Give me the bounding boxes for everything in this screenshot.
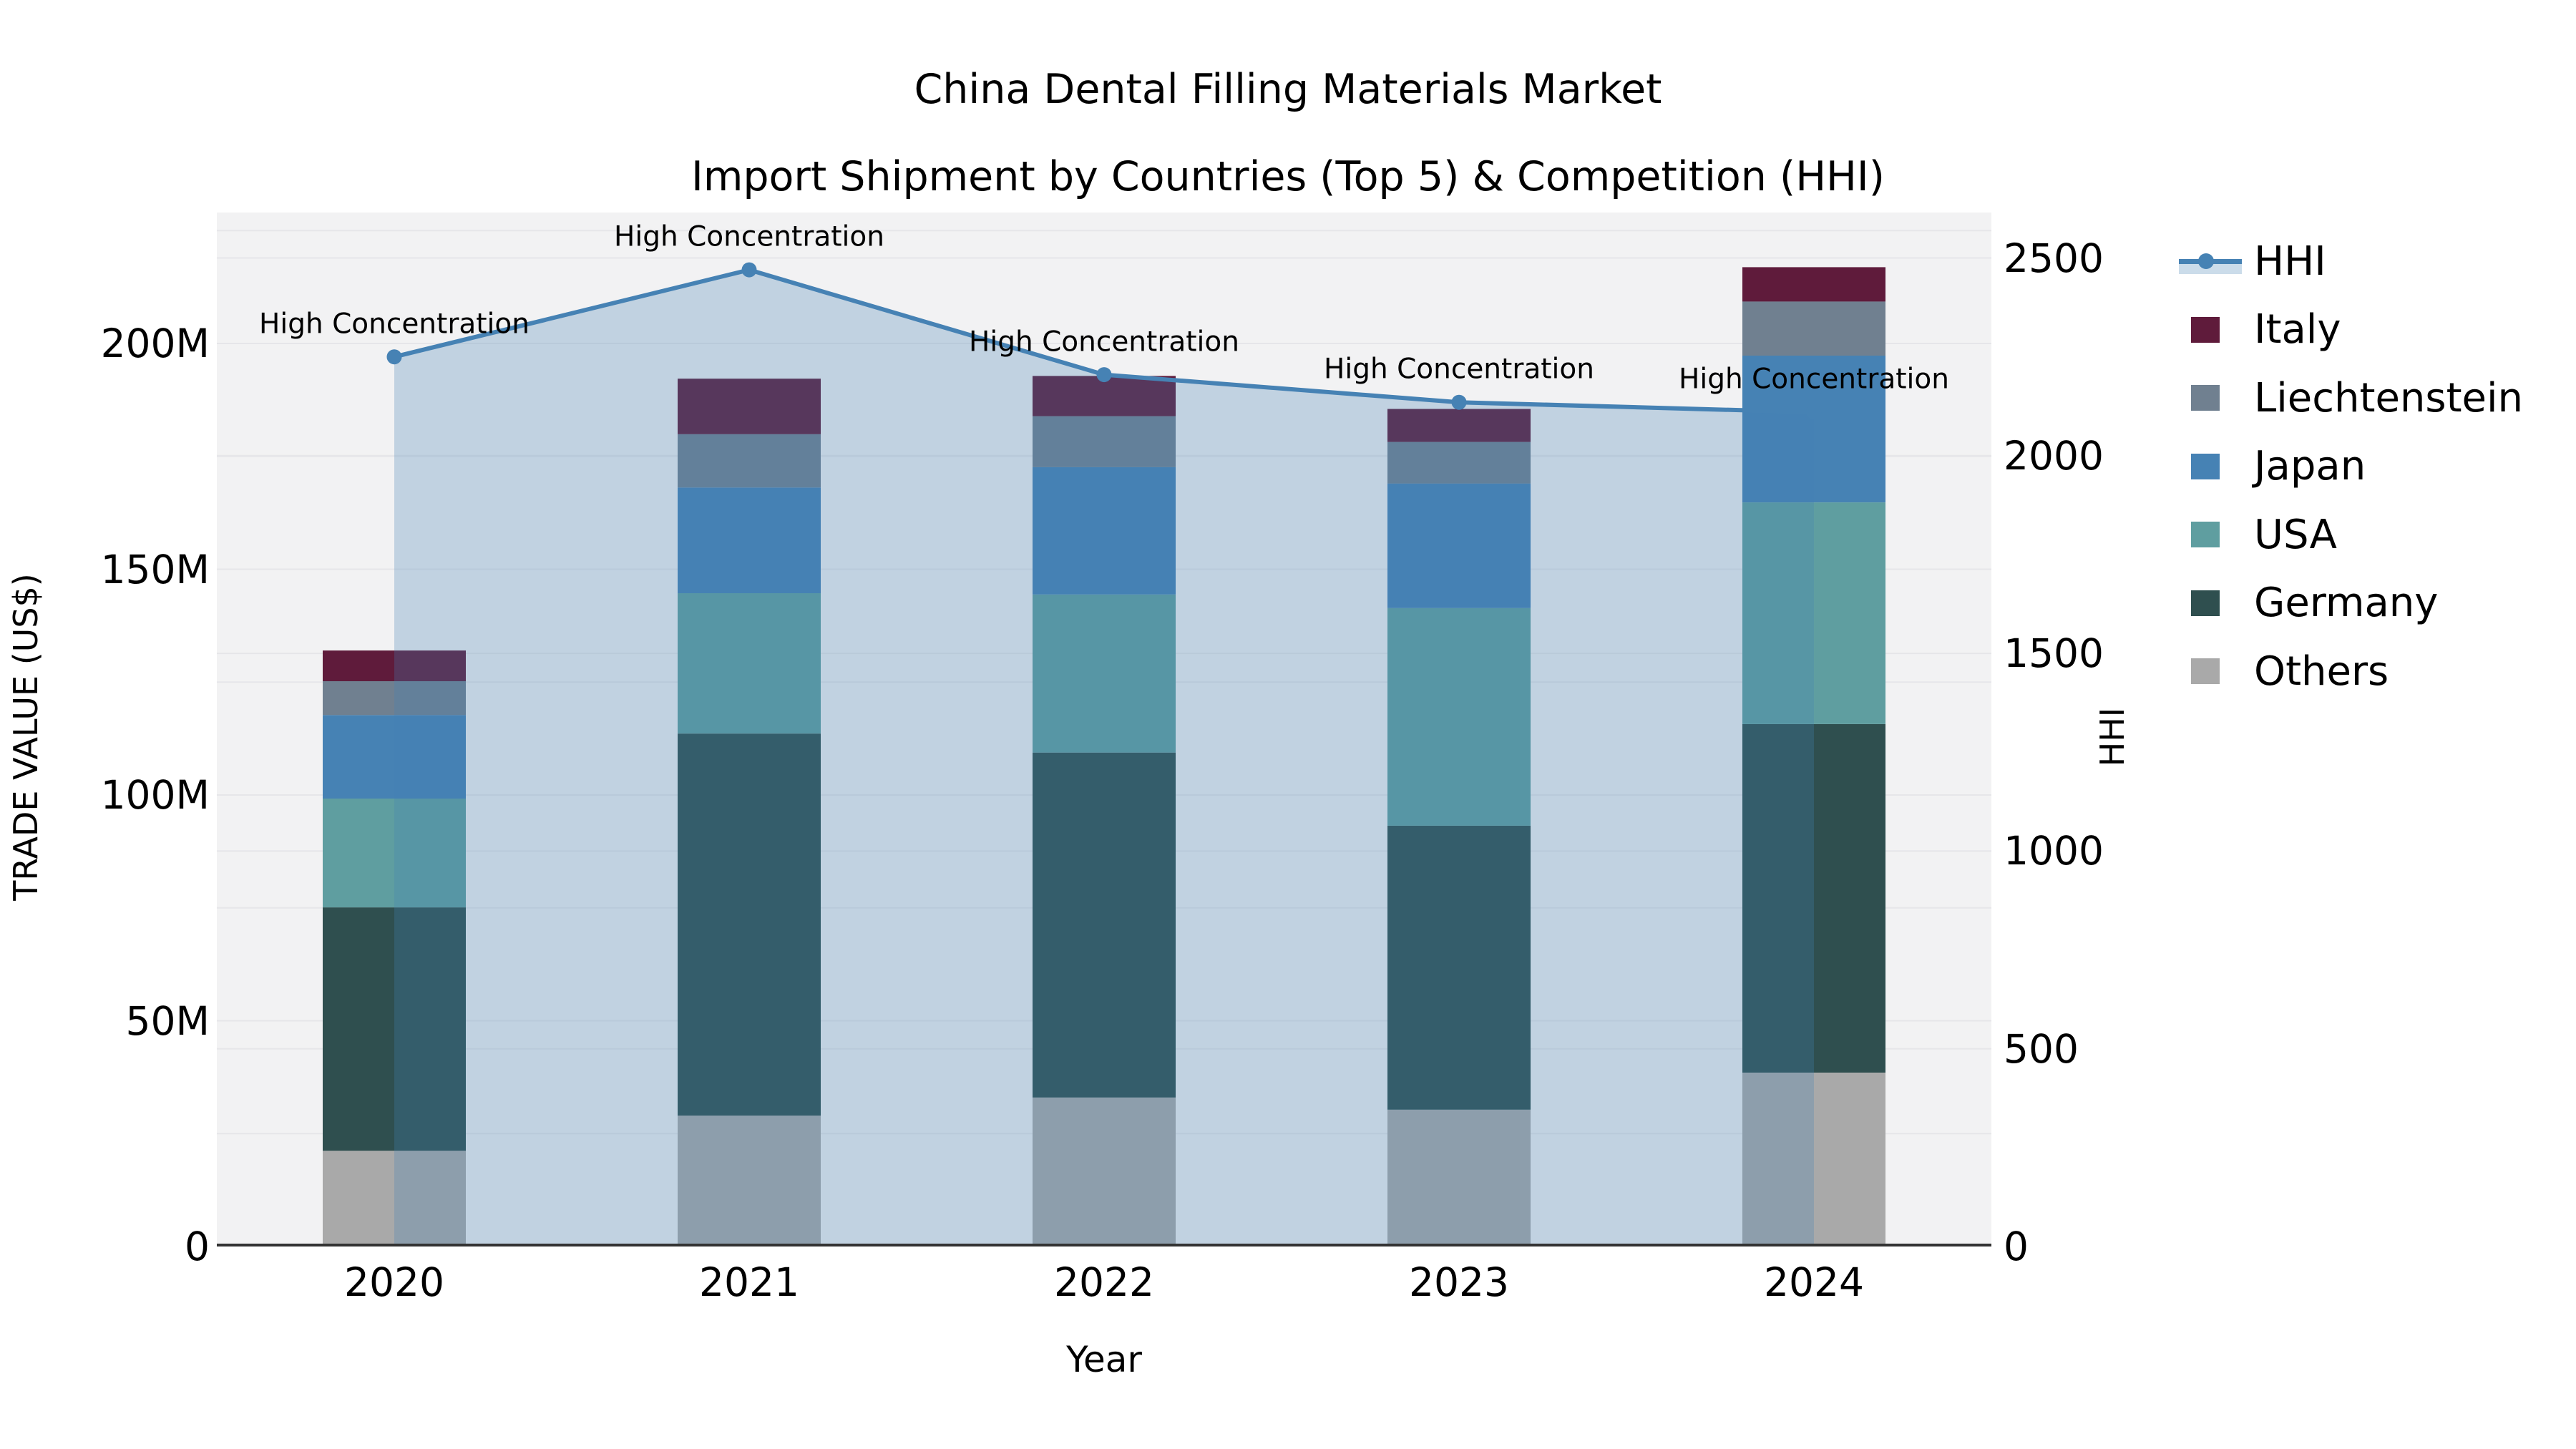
annotation-high-concentration-2021: High Concentration xyxy=(614,220,884,253)
y-right-tick-1000: 1000 xyxy=(2004,828,2104,874)
bar-segment-others-2024 xyxy=(1742,1073,1885,1246)
y-left-tick-200M: 200M xyxy=(100,321,210,366)
x-tick-2020: 2020 xyxy=(344,1259,444,1305)
legend-item-germany: Germany xyxy=(2175,569,2438,638)
y-left-tick-50M: 50M xyxy=(125,997,210,1044)
legend-color-swatch xyxy=(2191,385,2220,411)
annotation-high-concentration-2022: High Concentration xyxy=(969,326,1239,358)
bar-segment-japan-2024 xyxy=(1742,356,1885,503)
hhi-marker-2023 xyxy=(1451,394,1467,410)
legend-color-swatch xyxy=(2191,316,2220,343)
x-axis-label: Year xyxy=(1066,1339,1142,1380)
x-tick-2022: 2022 xyxy=(1054,1259,1154,1305)
chart-title-line2: Import Shipment by Countries (Top 5) & C… xyxy=(691,153,1885,200)
annotation-high-concentration-2020: High Concentration xyxy=(259,308,530,341)
y-axis-right-ticks: 0 500 1000 1500 2000 2500 xyxy=(2004,0,2290,1449)
legend-color-swatch xyxy=(2191,590,2220,616)
bar-segment-italy-2021 xyxy=(678,379,821,434)
bar-segment-japan-2023 xyxy=(1387,483,1531,608)
chart-title: China Dental Filling Materials Market Im… xyxy=(0,46,2576,220)
legend-item-liechtenstein: Liechtenstein xyxy=(2175,364,2523,432)
legend-label: Japan xyxy=(2254,443,2366,489)
legend-hhi-marker-icon xyxy=(2198,253,2214,269)
legend-label: Germany xyxy=(2254,580,2439,626)
y-right-tick-2000: 2000 xyxy=(2004,432,2104,479)
legend-patch-swatch-icon xyxy=(2175,569,2254,638)
bar-segment-others-2020 xyxy=(323,1151,466,1246)
y-left-tick-100M: 100M xyxy=(100,772,210,818)
bar-segment-italy-2020 xyxy=(323,650,466,681)
plot-area: High Concentration High Concentration High… xyxy=(217,213,1991,1246)
x-tick-2021: 2021 xyxy=(699,1259,799,1305)
bar-segment-others-2021 xyxy=(678,1116,821,1246)
bar-segment-others-2023 xyxy=(1387,1109,1531,1246)
bar-segment-usa-2022 xyxy=(1033,594,1176,753)
legend-item-japan: Japan xyxy=(2175,432,2366,501)
legend-label: HHI xyxy=(2254,238,2326,285)
legend-patch-swatch-icon xyxy=(2175,432,2254,501)
y-axis-label-left: TRADE VALUE (US$) xyxy=(6,573,45,901)
hhi-marker-2021 xyxy=(741,262,757,278)
bar-segment-usa-2021 xyxy=(678,592,821,734)
chart-canvas xyxy=(217,230,1991,1246)
legend-label: Others xyxy=(2254,648,2389,695)
hhi-marker-2020 xyxy=(386,349,402,365)
bar-segment-usa-2020 xyxy=(323,799,466,908)
y-axis-left-ticks: 0 50M 100M 150M 200M xyxy=(0,0,210,1449)
hhi-area-fill xyxy=(394,270,1814,1246)
legend-label: USA xyxy=(2254,511,2337,558)
bar-segment-liechtenstein-2021 xyxy=(678,434,821,488)
legend-item-others: Others xyxy=(2175,637,2389,706)
legend-patch-swatch-icon xyxy=(2175,637,2254,706)
legend-label: Liechtenstein xyxy=(2254,374,2524,421)
bar-segment-germany-2021 xyxy=(678,733,821,1116)
y-right-tick-500: 500 xyxy=(2004,1025,2079,1072)
bar-segment-liechtenstein-2023 xyxy=(1387,441,1531,484)
legend-item-italy: Italy xyxy=(2175,296,2341,364)
legend-item-usa: USA xyxy=(2175,500,2337,569)
legend-patch-swatch-icon xyxy=(2175,500,2254,569)
bar-segment-italy-2024 xyxy=(1742,267,1885,302)
legend-patch-swatch-icon xyxy=(2175,364,2254,432)
bar-segment-usa-2024 xyxy=(1742,502,1885,724)
legend-color-swatch xyxy=(2191,453,2220,479)
bar-segment-japan-2020 xyxy=(323,715,466,799)
bar-segment-japan-2022 xyxy=(1033,467,1176,595)
y-left-tick-0: 0 xyxy=(185,1224,210,1269)
bar-segment-germany-2024 xyxy=(1742,723,1885,1073)
bar-segment-usa-2023 xyxy=(1387,608,1531,826)
bar-segment-italy-2022 xyxy=(1033,376,1176,416)
legend-line-swatch-icon xyxy=(2175,227,2254,296)
x-tick-2024: 2024 xyxy=(1764,1259,1864,1305)
legend: HHI Italy Liechtenstein Japan USA Germany Othe… xyxy=(2175,0,2576,1449)
annotation-high-concentration-2023: High Concentration xyxy=(1324,353,1594,386)
bar-segment-others-2022 xyxy=(1033,1097,1176,1246)
y-left-tick-150M: 150M xyxy=(100,546,210,592)
annotation-high-concentration-2024: High Concentration xyxy=(1679,363,1949,396)
bar-segment-japan-2021 xyxy=(678,487,821,593)
bar-segment-liechtenstein-2024 xyxy=(1742,301,1885,356)
y-right-tick-0: 0 xyxy=(2004,1224,2029,1269)
bar-segment-italy-2023 xyxy=(1387,409,1531,442)
x-tick-2023: 2023 xyxy=(1409,1259,1509,1305)
bar-segment-liechtenstein-2020 xyxy=(323,681,466,716)
chart-title-line1: China Dental Filling Materials Market xyxy=(914,66,1662,113)
bar-segment-germany-2023 xyxy=(1387,825,1531,1110)
legend-color-swatch xyxy=(2191,522,2220,547)
hhi-marker-2024 xyxy=(1806,404,1822,420)
bar-segment-germany-2020 xyxy=(323,907,466,1151)
hhi-marker-2022 xyxy=(1096,367,1112,383)
legend-patch-swatch-icon xyxy=(2175,296,2254,364)
legend-color-swatch xyxy=(2191,658,2220,684)
bar-segment-germany-2022 xyxy=(1033,752,1176,1098)
bar-segment-liechtenstein-2022 xyxy=(1033,416,1176,467)
legend-label: Italy xyxy=(2254,306,2341,353)
y-axis-label-right: HHI xyxy=(2093,707,2132,767)
y-right-tick-1500: 1500 xyxy=(2004,630,2104,677)
legend-item-hhi: HHI xyxy=(2175,227,2326,296)
y-right-tick-2500: 2500 xyxy=(2004,235,2104,281)
